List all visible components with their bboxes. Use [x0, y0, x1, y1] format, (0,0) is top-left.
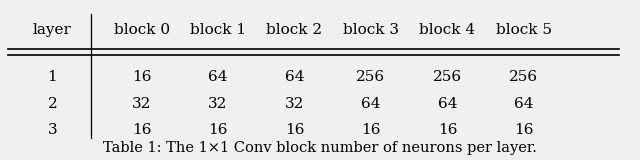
Text: 16: 16	[132, 123, 151, 137]
Text: block 4: block 4	[419, 23, 476, 37]
Text: 256: 256	[433, 70, 462, 84]
Text: 256: 256	[509, 70, 538, 84]
Text: layer: layer	[33, 23, 72, 37]
Text: 1: 1	[47, 70, 57, 84]
Text: 16: 16	[208, 123, 228, 137]
Text: block 3: block 3	[343, 23, 399, 37]
Text: 64: 64	[438, 97, 457, 111]
Text: 256: 256	[356, 70, 385, 84]
Text: 64: 64	[208, 70, 228, 84]
Text: 64: 64	[361, 97, 381, 111]
Text: 16: 16	[285, 123, 304, 137]
Text: 32: 32	[209, 97, 228, 111]
Text: 3: 3	[47, 123, 57, 137]
Text: 16: 16	[514, 123, 534, 137]
Text: 64: 64	[285, 70, 304, 84]
Text: 16: 16	[361, 123, 381, 137]
Text: block 5: block 5	[496, 23, 552, 37]
Text: block 0: block 0	[113, 23, 170, 37]
Text: 16: 16	[132, 70, 151, 84]
Text: block 1: block 1	[190, 23, 246, 37]
Text: Table 1: The 1×1 Conv block number of neurons per layer.: Table 1: The 1×1 Conv block number of ne…	[103, 141, 537, 156]
Text: block 2: block 2	[266, 23, 323, 37]
Text: 32: 32	[285, 97, 304, 111]
Text: 64: 64	[514, 97, 534, 111]
Text: 2: 2	[47, 97, 57, 111]
Text: 16: 16	[438, 123, 457, 137]
Text: 32: 32	[132, 97, 151, 111]
